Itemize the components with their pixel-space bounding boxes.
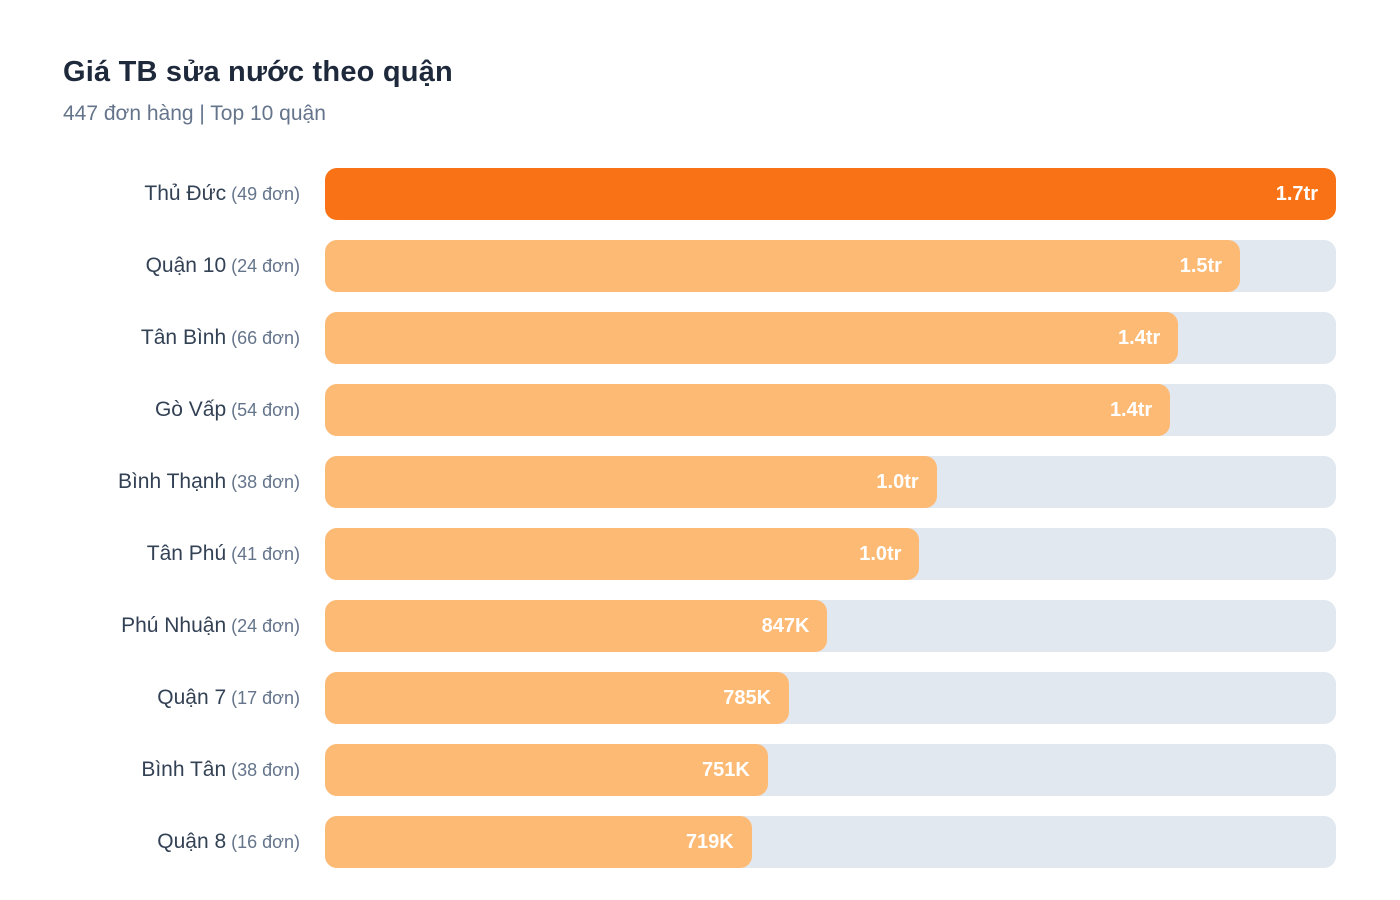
chart-row: Bình Tân (38 đơn) 751K (63, 744, 1336, 796)
bar-Tân Bình[interactable]: 1.4tr (325, 312, 1179, 364)
district-order-count: (17 đơn) (226, 687, 300, 708)
row-label: Bình Tân (38 đơn) (63, 754, 300, 787)
district-name: Thủ Đức (144, 181, 227, 205)
district-name: Bình Thạnh (117, 469, 227, 493)
bar-Gò Vấp[interactable]: 1.4tr (325, 384, 1171, 436)
bar-track: 719K (325, 816, 1336, 868)
chart-row: Quận 10 (24 đơn) 1.5tr (63, 240, 1336, 292)
page-subtitle: 447 đơn hàng | Top 10 quận (63, 102, 326, 125)
bar-value-label: 847K (761, 614, 810, 637)
chart-row: Thủ Đức (49 đơn) 1.7tr (63, 168, 1336, 220)
bar-Quận 10[interactable]: 1.5tr (325, 240, 1240, 292)
district-name: Quận 7 (157, 685, 227, 709)
page-title: Giá TB sửa nước theo quận (63, 56, 453, 88)
bar-track: 847K (325, 600, 1336, 652)
bar-Bình Tân[interactable]: 751K (325, 744, 768, 796)
bar-track: 1.7tr (325, 168, 1336, 220)
bar-Thủ Đức[interactable]: 1.7tr (325, 168, 1336, 220)
bar-value-label: 1.0tr (859, 542, 902, 565)
bar-Tân Phú[interactable]: 1.0tr (325, 528, 920, 580)
row-label: Quận 8 (16 đơn) (63, 826, 300, 859)
chart-row: Tân Bình (66 đơn) 1.4tr (63, 312, 1336, 364)
district-order-count: (66 đơn) (226, 327, 300, 348)
row-label: Tân Bình (66 đơn) (63, 322, 300, 355)
chart-row: Tân Phú (41 đơn) 1.0tr (63, 528, 1336, 580)
district-name: Quận 8 (157, 829, 227, 853)
district-name: Gò Vấp (154, 397, 227, 421)
chart-row: Bình Thạnh (38 đơn) 1.0tr (63, 456, 1336, 508)
district-name: Quận 10 (145, 253, 227, 277)
district-order-count: (24 đơn) (226, 615, 300, 636)
bar-track: 1.4tr (325, 312, 1336, 364)
bar-value-label: 785K (723, 686, 772, 709)
district-order-count: (41 đơn) (226, 543, 300, 564)
row-label: Quận 7 (17 đơn) (63, 682, 300, 715)
row-label: Quận 10 (24 đơn) (63, 250, 300, 283)
bar-track: 785K (325, 672, 1336, 724)
bar-value-label: 1.4tr (1109, 398, 1153, 421)
bar-Quận 8[interactable]: 719K (325, 816, 752, 868)
district-name: Bình Tân (141, 757, 227, 781)
bar-value-label: 751K (702, 758, 750, 781)
district-name: Tân Bình (140, 325, 227, 349)
bar-value-label: 1.4tr (1118, 326, 1161, 349)
row-label: Tân Phú (41 đơn) (63, 538, 300, 571)
district-order-count: (16 đơn) (226, 831, 300, 852)
bar-track: 1.0tr (325, 456, 1336, 508)
chart-row: Phú Nhuận (24 đơn) 847K (63, 600, 1336, 652)
bar-track: 1.5tr (325, 240, 1336, 292)
chart-row: Quận 7 (17 đơn) 785K (63, 672, 1336, 724)
bar-value-label: 1.7tr (1275, 182, 1318, 205)
bar-Bình Thạnh[interactable]: 1.0tr (325, 456, 937, 508)
row-label: Phú Nhuận (24 đơn) (63, 610, 300, 643)
bar-chart: Thủ Đức (49 đơn) 1.7tr Quận 10 (24 đơn) 1.5… (63, 168, 1336, 868)
bar-value-label: 1.5tr (1179, 254, 1222, 277)
chart-row: Gò Vấp (54 đơn) 1.4tr (63, 384, 1336, 436)
district-order-count: (49 đơn) (226, 183, 300, 204)
district-name: Tân Phú (146, 541, 227, 565)
district-order-count: (38 đơn) (226, 471, 300, 492)
district-name: Phú Nhuận (121, 613, 227, 637)
chart-row: Quận 8 (16 đơn) 719K (63, 816, 1336, 868)
row-label: Thủ Đức (49 đơn) (63, 178, 300, 211)
district-order-count: (54 đơn) (226, 399, 300, 420)
bar-Phú Nhuận[interactable]: 847K (325, 600, 828, 652)
bar-value-label: 1.0tr (876, 470, 919, 493)
bar-track: 1.4tr (325, 384, 1336, 436)
bar-track: 1.0tr (325, 528, 1336, 580)
row-label: Gò Vấp (54 đơn) (63, 394, 300, 427)
bar-track: 751K (325, 744, 1336, 796)
bar-Quận 7[interactable]: 785K (325, 672, 790, 724)
district-order-count: (24 đơn) (226, 255, 300, 276)
district-order-count: (38 đơn) (226, 759, 300, 780)
row-label: Bình Thạnh (38 đơn) (63, 466, 300, 499)
bar-value-label: 719K (685, 830, 734, 853)
